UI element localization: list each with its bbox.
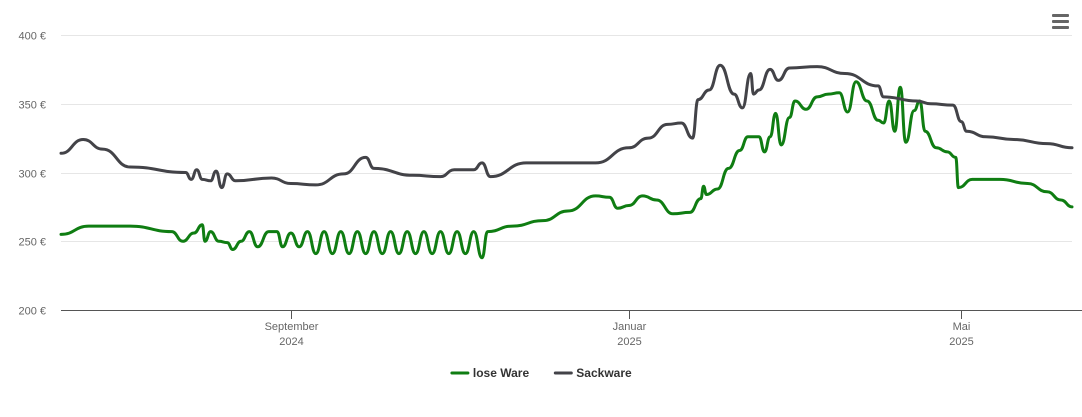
menu-icon-bar [1052, 20, 1069, 23]
y-tick-label: 300 € [18, 169, 46, 181]
legend: lose Ware Sackware [450, 366, 632, 380]
x-tick-sublabel: 2024 [279, 336, 303, 348]
legend-label: Sackware [576, 366, 632, 380]
legend-item[interactable]: Sackware [553, 366, 632, 380]
legend-label: lose Ware [473, 366, 530, 380]
series-line-lose-ware[interactable] [59, 80, 1074, 260]
chart-menu-button[interactable] [1046, 8, 1074, 36]
y-tick-label: 350 € [18, 100, 46, 112]
series-line-sackware[interactable] [59, 63, 1074, 190]
x-tick-label: Mai [953, 321, 971, 333]
legend-item[interactable]: lose Ware [450, 366, 530, 380]
y-tick-label: 400 € [18, 31, 46, 43]
y-tick-label: 250 € [18, 237, 46, 249]
menu-icon-bar [1052, 14, 1069, 17]
series-layer [59, 63, 1074, 260]
x-tick-label: Januar [613, 321, 647, 333]
x-tick-sublabel: 2025 [949, 336, 973, 348]
x-tick-label: September [265, 321, 319, 333]
menu-icon-bar [1052, 26, 1069, 29]
axis-layer: 200 € 250 € 300 € 350 € 400 € September 2024 Ja… [18, 31, 1082, 348]
y-tick-label: 200 € [18, 306, 46, 318]
x-tick-sublabel: 2025 [617, 336, 641, 348]
